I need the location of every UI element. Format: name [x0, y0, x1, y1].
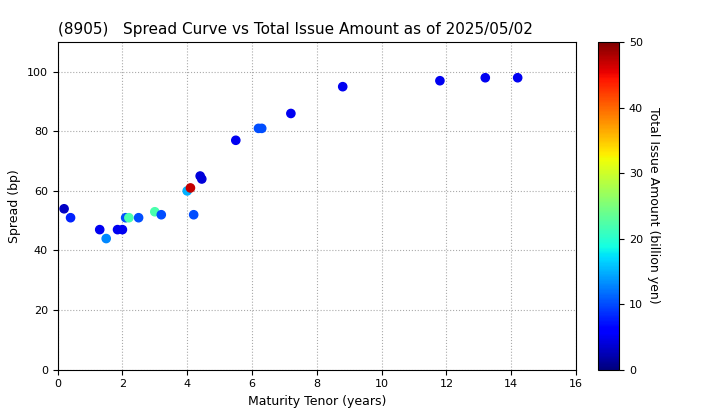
Point — [184, 184, 196, 191]
Point — [434, 77, 446, 84]
Point — [194, 173, 206, 179]
Y-axis label: Total Issue Amount (billion yen): Total Issue Amount (billion yen) — [647, 108, 660, 304]
Point — [156, 211, 167, 218]
Point — [112, 226, 123, 233]
Text: (8905)   Spread Curve vs Total Issue Amount as of 2025/05/02: (8905) Spread Curve vs Total Issue Amoun… — [58, 22, 533, 37]
Point — [230, 137, 242, 144]
Point — [132, 214, 144, 221]
Point — [123, 214, 135, 221]
Point — [480, 74, 491, 81]
Point — [94, 226, 106, 233]
Point — [256, 125, 268, 132]
Point — [285, 110, 297, 117]
Point — [512, 74, 523, 81]
Point — [100, 235, 112, 242]
Point — [337, 83, 348, 90]
Point — [149, 208, 161, 215]
Point — [188, 211, 199, 218]
Point — [120, 214, 132, 221]
Point — [65, 214, 76, 221]
Y-axis label: Spread (bp): Spread (bp) — [9, 169, 22, 243]
Point — [58, 205, 70, 212]
Point — [181, 188, 193, 194]
Point — [196, 176, 207, 182]
Point — [253, 125, 264, 132]
Point — [117, 226, 128, 233]
X-axis label: Maturity Tenor (years): Maturity Tenor (years) — [248, 395, 386, 408]
